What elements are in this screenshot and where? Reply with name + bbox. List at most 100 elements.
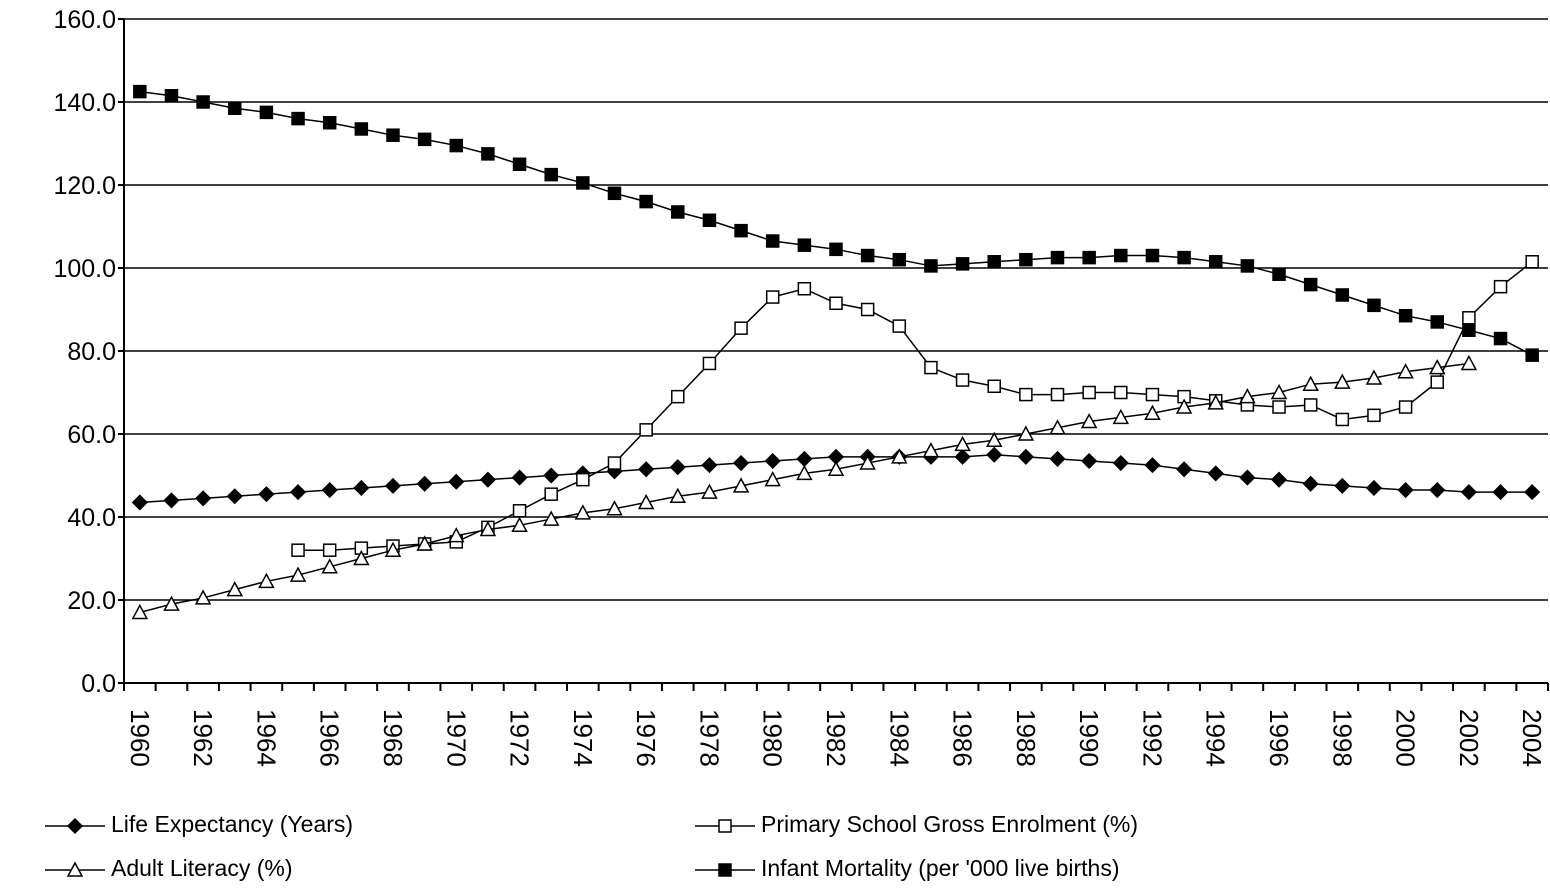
data-point	[1081, 452, 1098, 470]
data-point	[671, 205, 685, 219]
data-point	[322, 543, 337, 557]
data-point	[669, 487, 687, 503]
data-point	[574, 504, 592, 520]
data-point	[671, 389, 685, 404]
data-point	[829, 296, 843, 311]
data-point	[131, 494, 148, 511]
data-point	[258, 486, 275, 503]
y-tick-label: 20.0	[67, 587, 116, 615]
y-tick-label: 40.0	[67, 504, 116, 532]
y-tick-label: 80.0	[67, 338, 116, 366]
data-point	[259, 105, 274, 120]
data-point	[321, 558, 338, 574]
data-point	[289, 566, 307, 582]
data-point	[291, 543, 305, 557]
y-tick-label: 0.0	[81, 670, 116, 698]
data-point	[1365, 369, 1383, 385]
y-tick-label: 100.0	[53, 255, 116, 283]
data-point	[321, 481, 338, 499]
data-point	[765, 234, 780, 248]
x-tick-label: 2002	[1454, 709, 1484, 767]
x-tick-label: 1980	[758, 709, 788, 767]
y-tick-label: 160.0	[53, 6, 116, 34]
x-tick-label: 1964	[251, 709, 281, 767]
data-point	[734, 321, 748, 335]
data-point	[733, 454, 750, 472]
data-point	[764, 471, 781, 487]
data-point	[1019, 252, 1033, 267]
data-point	[1176, 461, 1193, 478]
data-point	[1017, 448, 1034, 465]
data-point	[416, 475, 433, 492]
data-point	[829, 242, 843, 257]
data-point	[765, 290, 780, 304]
data-point	[891, 448, 908, 464]
x-tick-label: 1986	[948, 709, 978, 767]
x-tick-label: 1982	[821, 709, 851, 767]
data-point	[289, 484, 307, 501]
data-point	[1114, 248, 1128, 263]
data-point	[133, 84, 147, 99]
series-line	[139, 362, 1469, 614]
data-point	[1144, 457, 1161, 474]
data-point	[1334, 477, 1351, 494]
data-point	[1365, 479, 1383, 497]
data-point	[607, 456, 622, 470]
data-point	[291, 111, 305, 126]
x-tick-label: 1978	[694, 709, 724, 767]
x-tick-label: 1984	[884, 709, 914, 767]
data-point	[226, 581, 244, 597]
data-point	[353, 549, 370, 566]
data-point	[985, 431, 1003, 447]
series-line	[298, 261, 1533, 551]
data-point	[1397, 481, 1414, 499]
data-point	[194, 589, 212, 605]
data-point	[1145, 248, 1160, 263]
y-tick-label: 60.0	[67, 421, 116, 449]
data-point	[986, 446, 1003, 463]
y-tick-label: 140.0	[53, 89, 116, 117]
data-point	[226, 488, 243, 505]
data-point	[1493, 279, 1508, 294]
data-point	[797, 238, 812, 252]
legend-item: Primary School Gross Enrolment (%)	[695, 811, 1138, 837]
data-point	[797, 282, 812, 296]
x-tick-label: 1972	[505, 709, 535, 767]
x-tick-label: 1976	[631, 709, 661, 767]
legend-item: Life Expectancy (Years)	[45, 811, 353, 837]
data-point	[796, 464, 813, 481]
x-tick-label: 1966	[315, 709, 345, 767]
data-point	[384, 541, 402, 557]
data-point	[607, 186, 622, 201]
data-point	[1367, 298, 1381, 313]
data-point	[859, 454, 876, 470]
legend-marker	[718, 819, 732, 833]
legend-label: Adult Literacy (%)	[111, 855, 293, 881]
data-point	[1144, 404, 1161, 420]
data-point	[1525, 255, 1539, 269]
data-point	[512, 157, 527, 171]
data-point	[955, 257, 970, 271]
data-point	[228, 101, 242, 115]
data-point	[512, 504, 527, 518]
legend-label: Life Expectancy (Years)	[111, 811, 353, 837]
data-point	[701, 483, 718, 499]
data-point	[543, 467, 560, 484]
data-point	[449, 138, 464, 153]
legend-label: Infant Mortality (per '000 live births)	[761, 855, 1119, 881]
data-point	[1017, 425, 1035, 441]
x-tick-label: 1990	[1074, 709, 1104, 767]
data-point	[1398, 400, 1413, 414]
legend-marker	[66, 861, 84, 877]
data-point	[1175, 398, 1193, 414]
data-point	[448, 527, 465, 543]
data-point	[1272, 400, 1286, 414]
data-point	[922, 442, 940, 458]
data-point	[1492, 484, 1509, 501]
data-point	[637, 493, 655, 510]
data-point	[924, 360, 938, 375]
data-point	[1240, 259, 1255, 273]
x-tick-label: 1992	[1137, 709, 1167, 767]
data-point	[479, 520, 497, 537]
series-line	[139, 90, 1533, 356]
